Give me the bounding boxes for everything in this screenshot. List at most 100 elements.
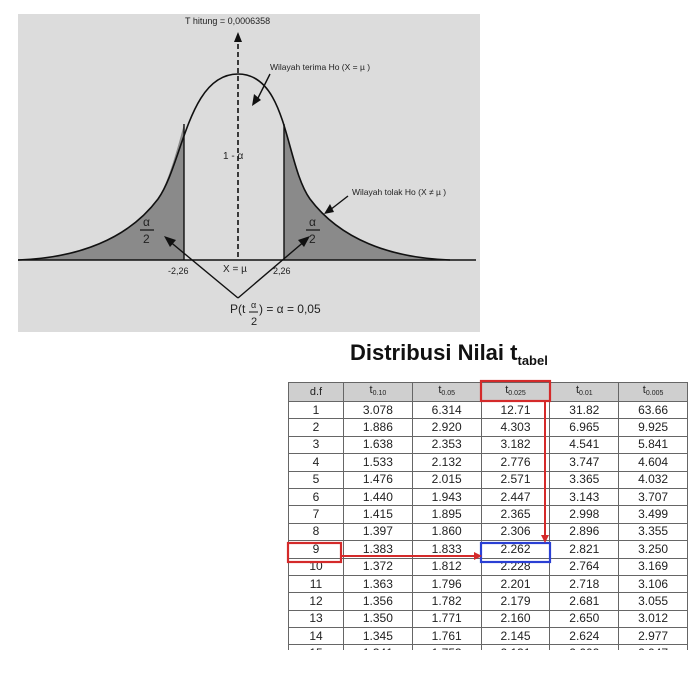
- value-cell: 12.71: [480, 400, 551, 420]
- value-cell: 1.895: [411, 505, 482, 524]
- t-table-container: d.f t0.10 t0.05 t0.025 t0.01 t0.005 1 3.0…: [288, 382, 690, 658]
- t-distribution-table: d.f t0.10 t0.05 t0.025 t0.01 t0.005 1 3.0…: [288, 382, 688, 658]
- table-row: 7 1.415 1.895 2.365 2.998 3.499: [288, 505, 688, 524]
- value-cell: 1.796: [411, 574, 482, 594]
- df-cell: 12: [288, 592, 344, 611]
- value-cell: 1.782: [411, 592, 482, 611]
- value-cell: 1.350: [343, 609, 413, 629]
- reject-region-label: Wilayah tolak Ho (X ≠ µ ): [352, 187, 446, 197]
- header-df: d.f: [288, 382, 344, 402]
- curve-svg: T hitung = 0,0006358 Wilayah terima Ho (…: [18, 14, 480, 332]
- df-cell: 13: [288, 609, 344, 629]
- value-cell: 2.977: [618, 627, 688, 646]
- value-cell: 3.182: [480, 435, 551, 455]
- value-cell: 3.143: [549, 487, 620, 507]
- value-cell: 1.761: [411, 627, 482, 646]
- table-row: 3 1.638 2.353 3.182 4.541 5.841: [288, 435, 688, 455]
- value-cell: 2.145: [480, 627, 551, 646]
- value-cell: 2.447: [480, 487, 551, 507]
- right-critical-value: 2,26: [273, 266, 291, 276]
- prob-alpha: α: [251, 300, 256, 310]
- df-cell: 9: [288, 540, 344, 559]
- value-cell: 1.812: [411, 557, 482, 576]
- table-body: 1 3.078 6.314 12.71 31.82 63.66 2 1.886 2.920 4.3…: [288, 400, 688, 658]
- prob-prefix: P(t: [230, 302, 246, 316]
- value-cell: 6.965: [549, 418, 620, 437]
- value-cell: 2.201: [480, 574, 551, 594]
- value-cell: 3.169: [618, 557, 688, 576]
- value-cell: 1.886: [343, 418, 413, 437]
- table-title-subscript: tabel: [517, 353, 548, 368]
- value-cell: 2.015: [411, 470, 482, 489]
- value-cell: 1.397: [343, 522, 413, 542]
- value-cell: 31.82: [549, 400, 620, 420]
- value-cell: 2.681: [549, 592, 620, 611]
- value-cell: 3.250: [618, 540, 688, 559]
- value-cell: 2.718: [549, 574, 620, 594]
- left-v-arrow: [167, 239, 239, 299]
- value-cell: 3.012: [618, 609, 688, 629]
- df-cell: 14: [288, 627, 344, 646]
- value-cell: 4.032: [618, 470, 688, 489]
- right-rejection-region: [284, 124, 450, 260]
- value-cell: 1.440: [343, 487, 413, 507]
- value-cell: 1.860: [411, 522, 482, 542]
- value-cell: 2.571: [480, 470, 551, 489]
- table-row: 14 1.345 1.761 2.145 2.624 2.977: [288, 627, 688, 646]
- table-row: 8 1.397 1.860 2.306 2.896 3.355: [288, 522, 688, 542]
- table-row: 12 1.356 1.782 2.179 2.681 3.055: [288, 592, 688, 611]
- value-cell: 2.624: [549, 627, 620, 646]
- one-minus-alpha-label: 1 - α: [223, 151, 243, 162]
- df-cell: 11: [288, 574, 344, 594]
- df-cell: 2: [288, 418, 344, 437]
- right-v-arrow: [237, 239, 307, 299]
- left-alpha-numerator: α: [143, 215, 150, 229]
- value-cell: 6.314: [411, 400, 482, 420]
- table-row: 2 1.886 2.920 4.303 6.965 9.925: [288, 418, 688, 437]
- header-t010: t0.10: [343, 382, 413, 402]
- right-v-arrowhead: [298, 236, 310, 247]
- value-cell: 1.363: [343, 574, 413, 594]
- value-cell: 4.541: [549, 435, 620, 455]
- value-cell: 2.821: [549, 540, 620, 559]
- value-cell: 1.943: [411, 487, 482, 507]
- table-row: 9 1.383 1.833 2.262 2.821 3.250: [288, 540, 688, 559]
- header-t001: t0.01: [549, 382, 620, 402]
- right-alpha-denominator: 2: [309, 232, 316, 246]
- value-cell: 2.920: [411, 418, 482, 437]
- value-cell: 2.650: [549, 609, 620, 629]
- value-cell: 3.055: [618, 592, 688, 611]
- header-t0025: t0.025: [480, 382, 551, 402]
- value-cell: 3.499: [618, 505, 688, 524]
- value-cell: 1.476: [343, 470, 413, 489]
- df-cell: 3: [288, 435, 344, 455]
- value-cell: 2.764: [549, 557, 620, 576]
- value-cell: 1.833: [411, 540, 482, 559]
- value-cell: 2.160: [480, 609, 551, 629]
- accept-pointer-head: [252, 94, 261, 106]
- value-cell: 63.66: [618, 400, 688, 420]
- left-critical-value: -2,26: [168, 266, 189, 276]
- table-header-row: d.f t0.10 t0.05 t0.025 t0.01 t0.005: [288, 382, 688, 402]
- value-cell: 5.841: [618, 435, 688, 455]
- accept-region-label: Wilayah terima Ho (X = µ ): [270, 62, 370, 72]
- df-cell: 5: [288, 470, 344, 489]
- table-row: 10 1.372 1.812 2.228 2.764 3.169: [288, 557, 688, 576]
- accept-pointer: [255, 73, 271, 103]
- value-cell: 3.747: [549, 453, 620, 472]
- value-cell: 4.303: [480, 418, 551, 437]
- value-cell: 3.365: [549, 470, 620, 489]
- right-alpha-numerator: α: [309, 215, 316, 229]
- table-row: 6 1.440 1.943 2.447 3.143 3.707: [288, 487, 688, 507]
- value-cell: 1.415: [343, 505, 413, 524]
- t-hitung-label: T hitung = 0,0006358: [185, 16, 270, 26]
- value-cell: 1.372: [343, 557, 413, 576]
- value-cell: 1.638: [343, 435, 413, 455]
- left-alpha-denominator: 2: [143, 232, 150, 246]
- value-cell: 2.365: [480, 505, 551, 524]
- left-rejection-region: [18, 124, 184, 260]
- table-title-text: Distribusi Nilai t: [350, 340, 518, 365]
- value-cell: 3.355: [618, 522, 688, 542]
- df-cell: 7: [288, 505, 344, 524]
- value-cell: 1.345: [343, 627, 413, 646]
